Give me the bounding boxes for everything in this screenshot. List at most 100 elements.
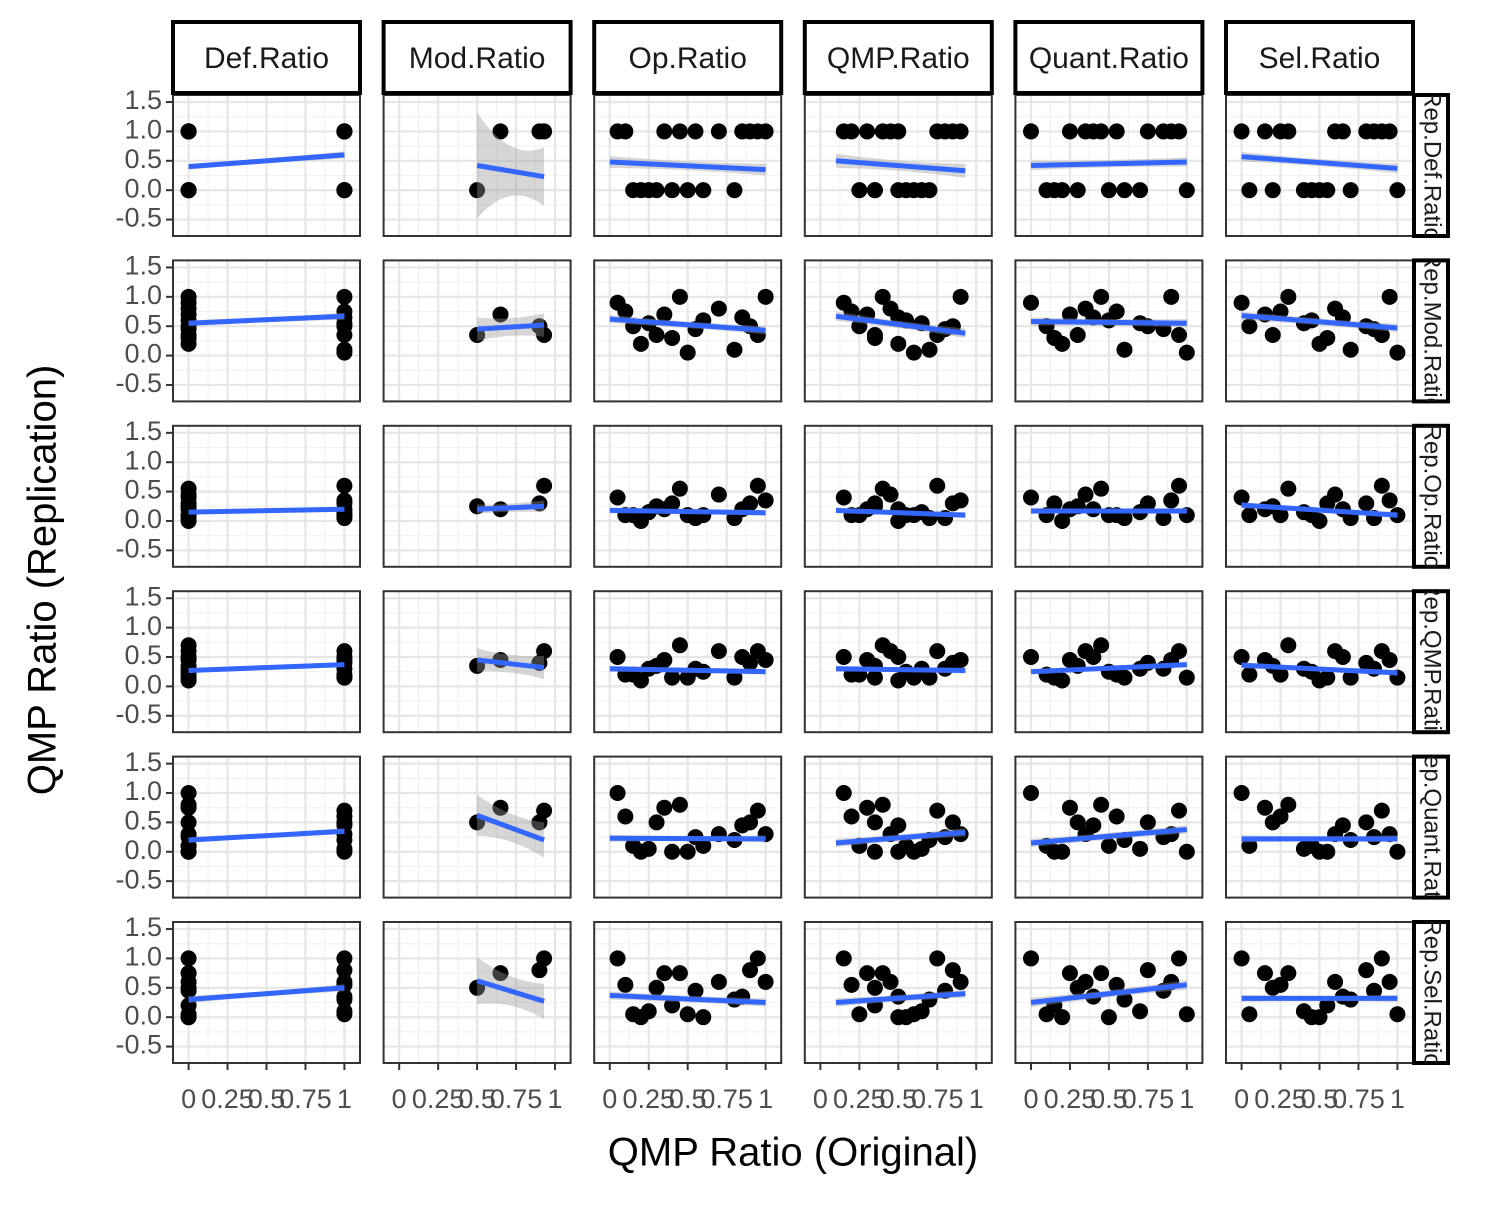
point [180, 814, 197, 831]
fit-line [1241, 662, 1398, 676]
point [1256, 123, 1273, 140]
panel-content [804, 260, 992, 402]
point [734, 309, 751, 326]
point [1178, 182, 1195, 199]
point [1108, 303, 1125, 320]
point [1178, 843, 1195, 860]
point [336, 840, 353, 857]
point [859, 123, 876, 140]
point [734, 649, 751, 665]
point [1069, 327, 1086, 344]
point [695, 182, 712, 199]
x-tick-label: 0.75 [1122, 1084, 1175, 1114]
point [180, 982, 197, 999]
point [835, 489, 852, 506]
point [1077, 486, 1094, 503]
point [1171, 123, 1188, 140]
point [1171, 643, 1188, 660]
point [890, 649, 907, 665]
panel-content [804, 95, 992, 236]
point [180, 329, 197, 346]
panel-content [594, 95, 782, 236]
panel-content [594, 922, 782, 1063]
point [671, 123, 688, 140]
point [710, 300, 727, 317]
point [1022, 950, 1039, 967]
x-tick-label: 0.5 [1090, 1084, 1128, 1114]
point [336, 1003, 353, 1020]
y-tick-label: 1.0 [124, 115, 162, 145]
point [180, 785, 197, 802]
point [632, 335, 649, 352]
panel [382, 424, 572, 568]
y-tick-label: 1.0 [124, 776, 162, 806]
point [952, 492, 969, 509]
row-strip-label: Rep.QMP.Ratio [1419, 579, 1446, 744]
point [1178, 669, 1195, 686]
x-tick-label: 1 [337, 1084, 352, 1114]
panel-border [593, 590, 783, 734]
point [1241, 1006, 1258, 1023]
point [1233, 950, 1250, 967]
panel-content [804, 922, 992, 1063]
point [1280, 288, 1297, 305]
point [913, 1003, 930, 1020]
point [1389, 1006, 1406, 1023]
point [180, 799, 197, 816]
point [1163, 492, 1180, 509]
point [1233, 785, 1250, 802]
point [656, 123, 673, 140]
point [1272, 123, 1289, 140]
point [336, 327, 353, 344]
point [1139, 962, 1156, 979]
panel-border [593, 755, 783, 899]
point [671, 637, 688, 654]
point [1116, 182, 1133, 199]
panel-content [383, 260, 571, 402]
fit-line [1030, 662, 1187, 675]
point [1233, 649, 1250, 665]
y-tick-label: -0.5 [115, 1030, 162, 1060]
point [929, 477, 946, 494]
strip-background [1412, 920, 1450, 1065]
panel [382, 94, 572, 237]
y-tick-label: 1.0 [124, 611, 162, 641]
fit-line [476, 163, 545, 180]
point [1093, 637, 1110, 654]
point [921, 341, 938, 358]
panel-content [594, 425, 782, 567]
point [664, 669, 681, 686]
panel-border [382, 259, 572, 403]
y-tick-label: 1.0 [124, 445, 162, 475]
panel-content [1226, 425, 1413, 567]
column-strip-label: Mod.Ratio [409, 42, 546, 75]
point [617, 303, 634, 320]
point [536, 643, 553, 660]
y-tick-label: 0.0 [124, 504, 162, 534]
point [937, 123, 954, 140]
x-axis-title: QMP Ratio (Original) [608, 1131, 978, 1175]
point [1373, 802, 1390, 819]
fit-line [835, 991, 966, 1005]
x-tick-label: 0 [181, 1084, 196, 1114]
y-tick-label: 0.0 [124, 173, 162, 203]
x-tick-label: 0.75 [279, 1084, 332, 1114]
point [180, 495, 197, 512]
point [874, 288, 891, 305]
point [336, 477, 353, 494]
point [492, 306, 509, 323]
point [1319, 669, 1336, 686]
point [890, 123, 907, 140]
fit-line [188, 662, 345, 674]
point [1295, 182, 1312, 199]
point [952, 973, 969, 990]
point [749, 477, 766, 494]
point [882, 486, 899, 503]
point [632, 672, 649, 689]
point [1264, 327, 1281, 344]
panel-border [172, 424, 361, 568]
point [1233, 294, 1250, 311]
panel-border [1014, 424, 1204, 568]
fit-line [476, 657, 545, 671]
